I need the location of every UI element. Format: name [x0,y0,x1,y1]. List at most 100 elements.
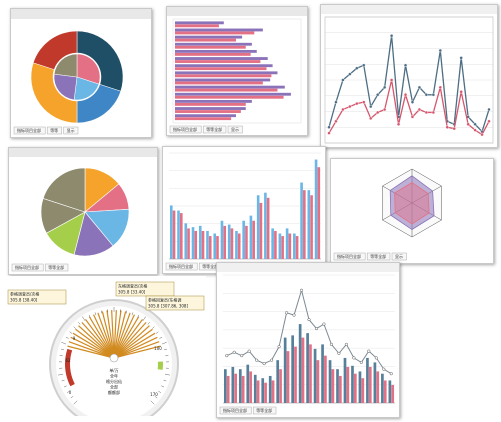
combo-footer-button-1[interactable] [252,406,277,415]
gauge-callout-line-1-0: 东格调查员/次格 [118,283,147,289]
hbar-bar-1-1 [175,31,255,35]
gauge-tick-30 [161,341,167,345]
hbar-bar-0-3 [175,42,252,46]
gauge-tick-12 [69,331,73,334]
combo-line-point-19 [367,349,371,353]
gauge-scale-label-2: 9 [73,336,76,341]
gauge-spoke-23 [113,328,153,359]
vbar-bar-1-15 [281,236,284,259]
hbar-bar-1-12 [175,110,241,113]
vbar-footer-button-0[interactable] [165,262,198,271]
gauge-spoke-25 [113,336,158,359]
radar-footer-button-2[interactable] [391,252,407,261]
gauge-tick-22 [125,310,128,314]
gauge-hub [109,353,119,363]
combo-line-point-2 [240,354,244,358]
gauge-spoke-18 [113,314,135,359]
radar-chart-panel: 指标项目全部 等等全部 显示 [330,158,494,264]
line-series-0 [328,35,490,133]
combo-line-point-4 [255,358,259,362]
radar-footer-button-0[interactable] [333,252,366,261]
hbar-bar-0-5 [175,57,268,60]
combo-bar-1-5 [264,382,267,403]
hbar-footer-button-2[interactable] [227,125,243,134]
line-point-1-3 [348,104,352,109]
line-point-1-1 [334,119,338,124]
hbar-footer-button-0[interactable] [169,125,202,134]
donut-footer-button-2[interactable] [63,126,79,135]
combo-bar-1-11 [309,344,312,403]
combo-bar-1-9 [294,346,297,403]
combo-bar-0-14 [328,360,332,403]
gauge-spoke-2 [70,336,115,359]
hbar-bar-0-8 [175,78,271,82]
combo-bar-0-4 [253,374,257,403]
vbar-bar-0-16 [285,228,289,259]
gauge-callout-2 [145,295,205,311]
line-point-1-8 [382,107,387,112]
gauge-tick-36 [163,379,167,382]
hbar-footer-button-1[interactable] [202,125,227,134]
gauge-spoke-21 [113,321,147,359]
combo-footer-button-0[interactable] [219,406,252,415]
gauge-callout-line-1-1: 305.8 [33.40] [118,290,146,295]
donut-footer-button-1[interactable] [46,126,62,135]
combo-line-point-15 [337,351,341,355]
pie-footer-button-0[interactable] [11,263,44,272]
vbar-bar-0-8 [227,224,231,259]
gauge-tick-28 [155,331,159,334]
combo-bar-1-19 [368,366,372,403]
combo-bar-1-22 [391,384,395,403]
gauge-tick-25 [142,316,146,321]
gauge-tick-3 [63,385,67,388]
hbar-bar-0-6 [175,64,273,68]
donut-toolbar [11,9,151,19]
vbar-bar-0-20 [314,159,318,259]
gauge-tick-1 [70,395,74,399]
pie-footer-button-1[interactable] [44,263,69,272]
gauge-spoke-10 [97,312,115,359]
vbar-bar-0-12 [256,195,260,259]
radar-footer-button-1[interactable] [366,252,391,261]
line-point-0-7 [375,93,380,97]
gauge-band-red [65,348,75,387]
combo-bar-0-16 [343,357,347,403]
gauge-tick-15 [82,316,86,321]
vbar-bar-0-3 [191,227,195,259]
gauge-tick-27 [152,326,155,329]
combo-bar-0-6 [268,375,272,403]
gauge-spoke-16 [113,311,127,359]
gauge-tick-10 [61,341,67,345]
gauge-spoke-8 [88,316,115,359]
vbar-bar-0-2 [184,223,188,259]
gauge-spoke-27 [113,345,161,359]
combo-bar-1-0 [226,375,230,403]
gauge-callout-line-0-0: 参格调查员/次格 [10,291,39,297]
line-point-1-6 [369,116,373,121]
vbar-bar-1-1 [179,213,183,259]
vbar-bar-1-12 [259,202,263,259]
vbar-footer-label-0: 指标项目全部 [169,263,193,269]
line-point-1-12 [410,115,415,119]
line-point-0-2 [341,78,345,82]
gauge-tick-24 [137,314,140,318]
line-point-1-10 [396,122,401,126]
vbar-bar-0-11 [249,215,253,259]
line-point-1-2 [341,107,345,112]
combo-bar-1-21 [383,380,387,403]
combo-bar-1-7 [279,369,282,403]
donut-footer-button-0[interactable] [13,126,46,135]
combo-line-point-8 [285,311,289,315]
combo-bar-0-3 [246,364,250,403]
gauge-spoke-22 [113,325,150,359]
gauge-scale-label-1: 62 [65,358,71,363]
combo-line-point-13 [322,322,326,326]
vbar-bar-1-3 [194,230,198,259]
hbar-bar-0-13 [175,114,236,118]
line-chart [321,5,497,144]
vbar-bar-1-10 [245,225,248,259]
line-point-0-1 [334,100,338,104]
gauge-center-text-1: 全年 [110,373,118,379]
gauge-tick-2 [66,390,70,393]
combo-bar-1-12 [316,360,320,403]
